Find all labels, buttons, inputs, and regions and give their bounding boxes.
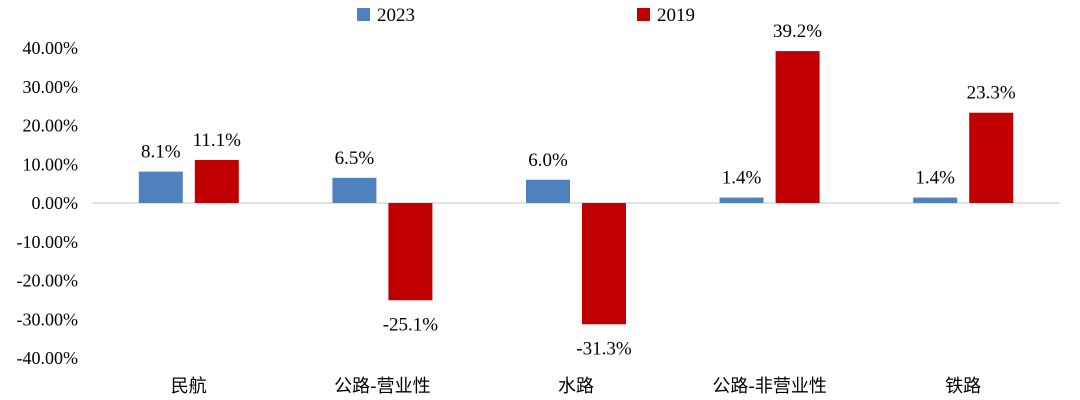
- legend-swatch-2023: [357, 8, 370, 21]
- y-tick-label: -20.00%: [17, 271, 79, 291]
- bar-2023-2: [526, 179, 570, 203]
- data-label-2019-4: 23.3%: [967, 83, 1016, 104]
- y-tick-label: 30.00%: [23, 77, 79, 97]
- y-tick-label: 0.00%: [32, 193, 79, 213]
- x-category-label: 公路-营业性: [334, 376, 431, 397]
- legend-label-2023: 2023: [377, 5, 415, 26]
- bar-2019-0: [194, 159, 239, 203]
- bar-2019-3: [775, 51, 820, 203]
- x-category-label: 水路: [558, 376, 594, 397]
- bar-2019-4: [969, 112, 1014, 203]
- x-category-label: 铁路: [945, 376, 981, 397]
- y-tick-label: 40.00%: [23, 38, 79, 58]
- y-tick-label: 20.00%: [23, 116, 79, 136]
- legend-label-2019: 2019: [657, 5, 695, 26]
- bar-2019-1: [388, 203, 433, 301]
- legend-swatch-2019: [637, 8, 650, 21]
- bar-2023-4: [913, 197, 958, 203]
- bar-2019-2: [582, 203, 626, 325]
- y-tick-label: -40.00%: [17, 348, 79, 368]
- data-label-2019-2: -31.3%: [576, 338, 632, 359]
- data-label-2023-2: 6.0%: [528, 150, 568, 171]
- data-label-2023-1: 6.5%: [335, 148, 375, 169]
- y-tick-label: -10.00%: [17, 232, 79, 252]
- bar-2023-3: [719, 197, 764, 203]
- y-tick-label: 10.00%: [23, 154, 79, 174]
- data-label-2023-3: 1.4%: [722, 168, 762, 189]
- data-label-2019-0: 11.1%: [193, 130, 242, 151]
- x-category-label: 民航: [171, 376, 207, 397]
- x-category-label: 公路-非营业性: [712, 376, 827, 397]
- data-label-2019-1: -25.1%: [383, 314, 439, 335]
- data-label-2019-3: 39.2%: [773, 21, 822, 42]
- bar-2023-0: [138, 171, 183, 203]
- y-tick-label: -30.00%: [17, 309, 79, 329]
- data-label-2023-4: 1.4%: [915, 168, 955, 189]
- bar-2023-1: [332, 177, 377, 203]
- data-label-2023-0: 8.1%: [141, 142, 181, 163]
